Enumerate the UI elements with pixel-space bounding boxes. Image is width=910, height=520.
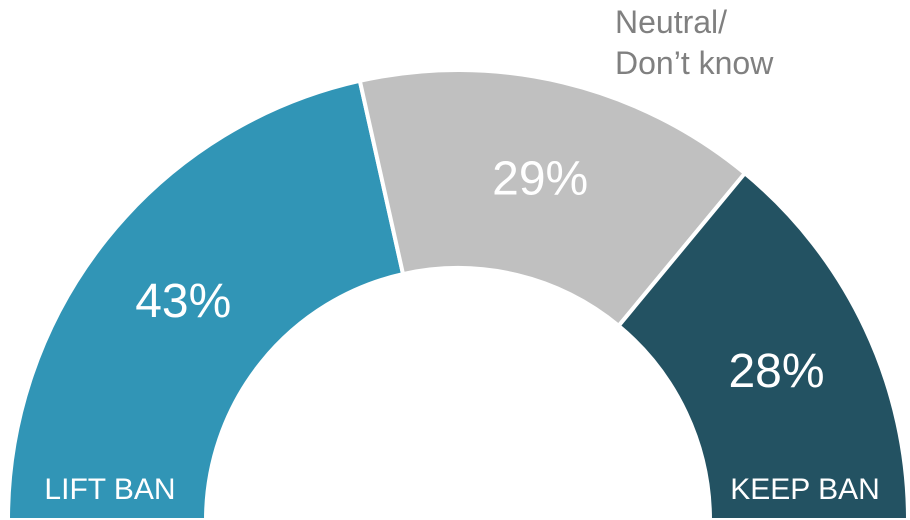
neutral-callout-line-2: Don’t know [615, 45, 774, 81]
lift-ban-value-label: 43% [135, 275, 231, 328]
neutral-segment [357, 68, 748, 329]
chart-segments [5, 68, 910, 520]
keep-ban-segment [615, 170, 910, 520]
neutral-value-label: 29% [492, 153, 588, 206]
neutral-callout-line-1: Neutral/ [615, 4, 727, 40]
lift-ban-label: LIFT BAN [44, 473, 175, 506]
chart-value-labels: 43% 29% 28% [135, 153, 824, 398]
keep-ban-label: KEEP BAN [730, 473, 880, 506]
neutral-callout: Neutral/ Don’t know [615, 4, 774, 81]
lift-ban-segment [5, 78, 406, 520]
keep-ban-value-label: 28% [728, 345, 824, 398]
